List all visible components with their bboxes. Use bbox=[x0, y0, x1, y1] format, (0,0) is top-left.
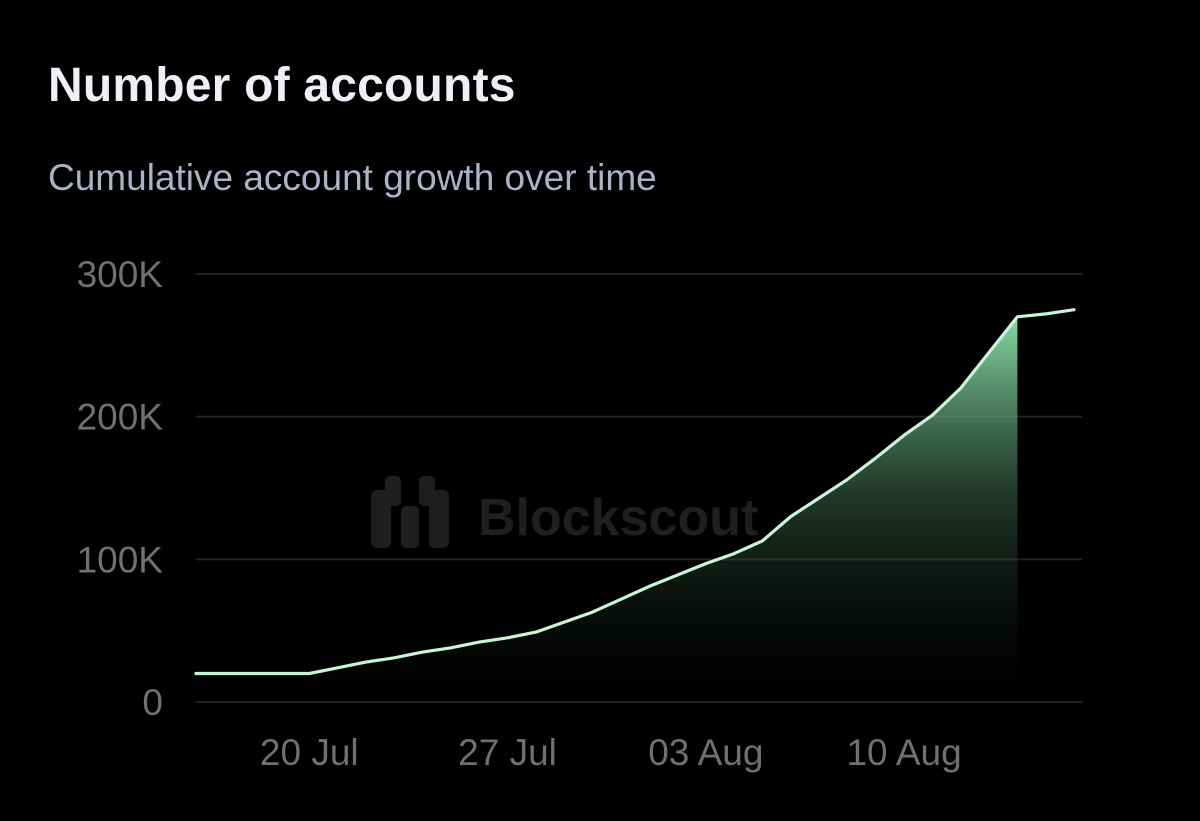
data-point[interactable] bbox=[335, 665, 341, 671]
data-point[interactable] bbox=[1043, 311, 1049, 317]
data-point[interactable] bbox=[561, 619, 567, 625]
data-point[interactable] bbox=[646, 583, 652, 589]
chart-title: Number of accounts bbox=[48, 59, 516, 112]
series-line bbox=[194, 308, 1076, 676]
y-axis-ticks: 0 100K 200K 300K bbox=[77, 254, 164, 723]
data-point[interactable] bbox=[986, 350, 992, 356]
x-tick-label: 03 Aug bbox=[648, 732, 763, 773]
data-point[interactable] bbox=[1014, 314, 1020, 320]
area-fill bbox=[196, 316, 1018, 702]
x-axis-ticks: 20 Jul 27 Jul 03 Aug 10 Aug bbox=[260, 732, 962, 773]
data-point[interactable] bbox=[250, 671, 256, 677]
data-point[interactable] bbox=[703, 561, 709, 567]
data-point[interactable] bbox=[193, 671, 199, 677]
data-point[interactable] bbox=[731, 551, 737, 557]
y-tick-label: 200K bbox=[77, 397, 164, 438]
watermark-text: Blockscout bbox=[478, 489, 758, 547]
area-series bbox=[196, 316, 1018, 702]
data-point[interactable] bbox=[816, 495, 822, 501]
data-point[interactable] bbox=[590, 609, 596, 615]
y-tick-label: 100K bbox=[77, 539, 164, 580]
data-point[interactable] bbox=[505, 635, 511, 641]
x-tick-label: 27 Jul bbox=[458, 732, 557, 773]
chart-subtitle: Cumulative account growth over time bbox=[48, 157, 657, 198]
data-point[interactable] bbox=[278, 671, 284, 677]
data-point[interactable] bbox=[760, 538, 766, 544]
y-tick-label: 0 bbox=[142, 682, 163, 723]
data-point[interactable] bbox=[1071, 307, 1077, 313]
y-tick-label: 300K bbox=[77, 254, 164, 295]
data-point[interactable] bbox=[675, 572, 681, 578]
x-tick-label: 20 Jul bbox=[260, 732, 359, 773]
blockscout-logo-icon bbox=[371, 476, 449, 548]
data-point[interactable] bbox=[391, 655, 397, 661]
watermark: Blockscout bbox=[371, 476, 758, 548]
data-point[interactable] bbox=[901, 432, 907, 438]
data-point[interactable] bbox=[929, 412, 935, 418]
data-point[interactable] bbox=[958, 385, 964, 391]
data-point[interactable] bbox=[533, 629, 539, 635]
data-point[interactable] bbox=[221, 671, 227, 677]
data-point[interactable] bbox=[476, 639, 482, 645]
data-point[interactable] bbox=[448, 645, 454, 651]
data-point[interactable] bbox=[618, 596, 624, 602]
data-point[interactable] bbox=[873, 455, 879, 461]
data-point[interactable] bbox=[363, 659, 369, 665]
data-point[interactable] bbox=[844, 476, 850, 482]
data-point[interactable] bbox=[306, 671, 312, 677]
x-tick-label: 10 Aug bbox=[846, 732, 961, 773]
data-point[interactable] bbox=[420, 649, 426, 655]
data-point[interactable] bbox=[788, 514, 794, 520]
line-series bbox=[194, 308, 1076, 676]
